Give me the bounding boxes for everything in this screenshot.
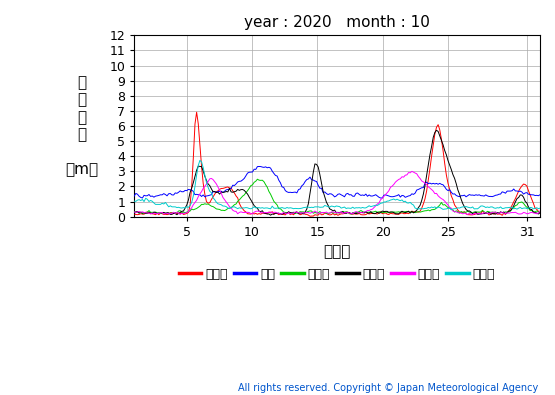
Text: All rights reserved. Copyright © Japan Meteorological Agency: All rights reserved. Copyright © Japan M… [238,383,538,393]
石廠崎 [471,209,478,214]
上ノ国 [193,110,200,115]
経ヶ尬 [440,143,446,147]
生月島 [525,211,532,216]
生月島 [408,169,415,174]
Line: 経ヶ尬: 経ヶ尬 [134,130,540,215]
X-axis label: （日）: （日） [324,244,351,259]
石廠崎 [131,210,138,214]
Line: 屋久島: 屋久島 [134,160,540,210]
経ヶ尬 [131,211,138,216]
Line: 唐桜: 唐桜 [134,166,540,198]
石廠崎 [537,210,543,215]
生月島 [131,209,138,214]
上ノ国 [307,214,314,218]
石廠崎 [487,210,494,215]
上ノ国 [537,211,543,215]
屋久島 [537,206,543,211]
石廠崎 [308,209,315,213]
上ノ国 [525,188,532,193]
上ノ国 [336,212,343,217]
石廠崎 [335,210,341,214]
Line: 生月島: 生月島 [134,171,540,214]
経ヶ尬 [471,211,478,216]
経ヶ尬 [487,212,494,217]
上ノ国 [471,212,478,217]
上ノ国 [440,148,446,153]
Line: 上ノ国: 上ノ国 [134,112,540,216]
経ヶ尬 [335,211,341,215]
生月島 [471,211,478,216]
唐桜 [471,193,478,198]
唐桜 [440,182,446,187]
上ノ国 [310,214,316,218]
Legend: 上ノ国, 唐桜, 石廠崎, 経ヶ尬, 生月島, 屋久島: 上ノ国, 唐桜, 石廠崎, 経ヶ尬, 生月島, 屋久島 [174,263,500,286]
屋久島 [438,206,445,211]
Y-axis label: 有
義
波
高

（m）: 有 義 波 高 （m） [65,75,98,177]
石廠崎 [348,212,355,216]
唐桜 [487,194,494,199]
屋久島 [487,205,494,209]
Line: 石廠崎: 石廠崎 [134,179,540,214]
石廠崎 [440,203,446,207]
屋久島 [131,199,138,203]
唐桜 [335,192,341,197]
唐桜 [308,177,315,182]
唐桜 [525,192,532,197]
経ヶ尬 [525,205,532,209]
経ヶ尬 [537,211,543,215]
上ノ国 [131,212,138,216]
経ヶ尬 [433,128,440,133]
経ヶ尬 [308,181,315,185]
生月島 [537,209,543,213]
屋久島 [525,206,532,211]
生月島 [470,212,476,217]
生月島 [487,211,494,215]
屋久島 [196,158,203,163]
生月島 [438,196,445,201]
石廠崎 [254,177,261,182]
石廠崎 [525,206,532,211]
屋久島 [335,204,341,209]
屋久島 [448,207,455,212]
生月島 [307,211,314,216]
生月島 [333,210,340,214]
経ヶ尬 [267,213,274,218]
唐桜 [377,196,384,200]
Title: year : 2020   month : 10: year : 2020 month : 10 [244,15,430,30]
唐桜 [537,192,543,197]
上ノ国 [487,212,494,216]
屋久島 [308,205,315,210]
唐桜 [256,164,263,169]
屋久島 [471,207,478,211]
唐桜 [131,194,138,198]
